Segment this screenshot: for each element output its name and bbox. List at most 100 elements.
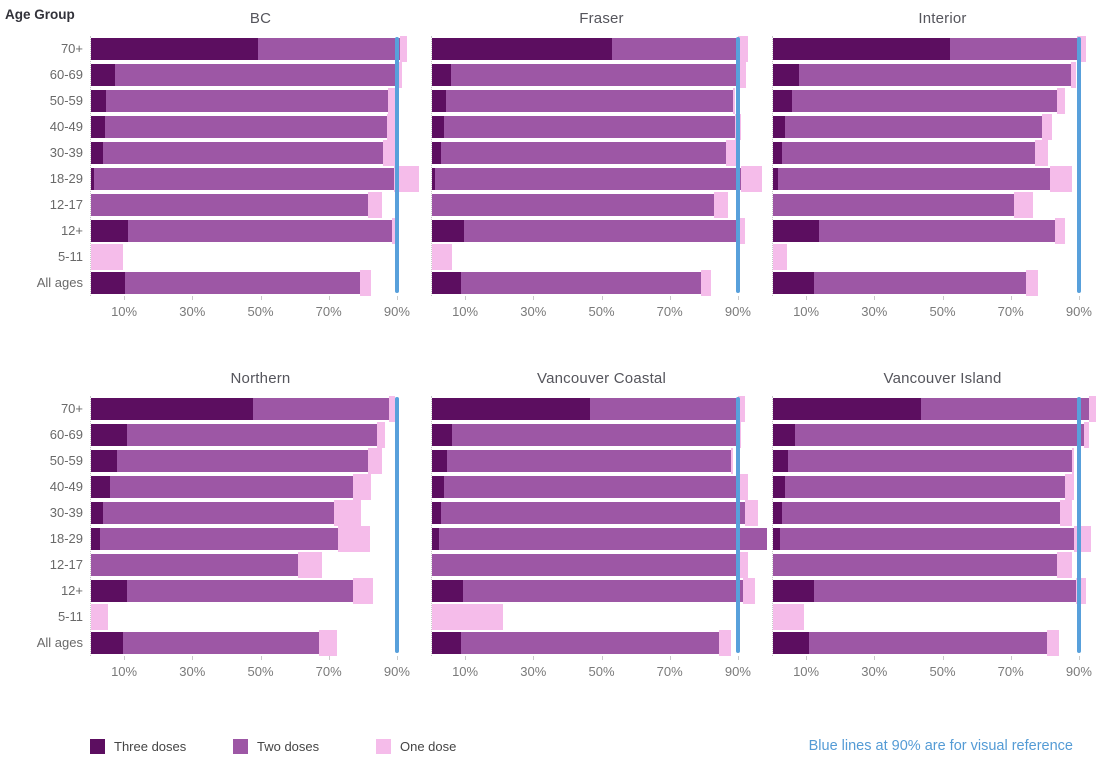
segment-two-doses[interactable] [452, 424, 737, 446]
segment-one-dose[interactable] [337, 526, 370, 552]
segment-one-dose[interactable] [1014, 192, 1034, 218]
segment-one-dose[interactable] [1056, 552, 1073, 578]
segment-three-doses[interactable] [773, 502, 782, 524]
segment-one-dose[interactable] [1056, 88, 1066, 114]
segment-two-doses[interactable] [106, 90, 389, 112]
segment-three-doses[interactable] [91, 632, 124, 654]
segment-two-doses[interactable] [784, 476, 1066, 498]
segment-one-dose[interactable] [352, 578, 374, 604]
segment-two-doses[interactable] [99, 528, 338, 550]
segment-two-doses[interactable] [462, 580, 744, 602]
segment-one-dose[interactable] [1077, 36, 1086, 62]
segment-one-dose[interactable] [1034, 140, 1049, 166]
segment-one-dose[interactable] [736, 552, 749, 578]
segment-two-doses[interactable] [784, 116, 1042, 138]
segment-two-doses[interactable] [460, 632, 720, 654]
segment-one-dose[interactable] [388, 88, 399, 114]
segment-three-doses[interactable] [773, 168, 779, 190]
segment-one-dose[interactable] [714, 192, 728, 218]
segment-three-doses[interactable] [91, 398, 253, 420]
segment-three-doses[interactable] [91, 528, 100, 550]
segment-two-doses[interactable] [443, 116, 735, 138]
segment-two-doses[interactable] [450, 64, 737, 86]
segment-one-dose[interactable] [1041, 114, 1052, 140]
segment-one-dose[interactable] [737, 396, 745, 422]
segment-two-doses[interactable] [590, 398, 738, 420]
segment-one-dose[interactable] [359, 270, 372, 296]
segment-two-doses[interactable] [91, 194, 369, 216]
segment-three-doses[interactable] [773, 220, 819, 242]
segment-two-doses[interactable] [818, 220, 1056, 242]
segment-two-doses[interactable] [125, 272, 360, 294]
segment-one-dose[interactable] [432, 244, 453, 270]
segment-one-dose[interactable] [1070, 62, 1076, 88]
segment-two-doses[interactable] [791, 90, 1057, 112]
segment-one-dose[interactable] [388, 396, 396, 422]
segment-two-doses[interactable] [443, 476, 738, 498]
segment-three-doses[interactable] [432, 272, 461, 294]
segment-two-doses[interactable] [116, 450, 369, 472]
segment-one-dose[interactable] [432, 604, 504, 630]
segment-one-dose[interactable] [726, 140, 737, 166]
segment-two-doses[interactable] [773, 194, 1015, 216]
segment-two-doses[interactable] [126, 580, 353, 602]
segment-one-dose[interactable] [737, 36, 749, 62]
segment-three-doses[interactable] [773, 580, 814, 602]
segment-one-dose[interactable] [386, 114, 397, 140]
segment-one-dose[interactable] [298, 552, 323, 578]
segment-one-dose[interactable] [400, 36, 408, 62]
segment-two-doses[interactable] [779, 528, 1074, 550]
segment-one-dose[interactable] [396, 62, 403, 88]
segment-one-dose[interactable] [368, 448, 382, 474]
segment-three-doses[interactable] [773, 450, 789, 472]
segment-three-doses[interactable] [91, 424, 127, 446]
segment-one-dose[interactable] [1072, 448, 1074, 474]
segment-two-doses[interactable] [123, 632, 319, 654]
segment-three-doses[interactable] [432, 450, 448, 472]
segment-three-doses[interactable] [91, 168, 95, 190]
segment-two-doses[interactable] [949, 38, 1078, 60]
segment-one-dose[interactable] [91, 244, 124, 270]
segment-one-dose[interactable] [737, 474, 749, 500]
segment-one-dose[interactable] [1046, 630, 1059, 656]
segment-one-dose[interactable] [1050, 166, 1073, 192]
segment-one-dose[interactable] [719, 630, 732, 656]
segment-two-doses[interactable] [91, 554, 299, 576]
segment-two-doses[interactable] [445, 90, 733, 112]
segment-three-doses[interactable] [432, 90, 446, 112]
segment-three-doses[interactable] [773, 90, 792, 112]
segment-one-dose[interactable] [741, 166, 762, 192]
segment-two-doses[interactable] [126, 424, 377, 446]
segment-three-doses[interactable] [91, 502, 103, 524]
segment-three-doses[interactable] [432, 502, 441, 524]
segment-two-doses[interactable] [808, 632, 1047, 654]
segment-three-doses[interactable] [91, 580, 127, 602]
segment-three-doses[interactable] [773, 424, 796, 446]
segment-three-doses[interactable] [432, 64, 451, 86]
segment-two-doses[interactable] [438, 528, 767, 550]
segment-two-doses[interactable] [773, 554, 1057, 576]
segment-one-dose[interactable] [736, 62, 747, 88]
segment-two-doses[interactable] [795, 424, 1085, 446]
segment-two-doses[interactable] [460, 272, 701, 294]
segment-one-dose[interactable] [736, 218, 745, 244]
segment-one-dose[interactable] [318, 630, 338, 656]
segment-two-doses[interactable] [257, 38, 401, 60]
segment-one-dose[interactable] [1065, 474, 1074, 500]
segment-three-doses[interactable] [432, 528, 439, 550]
segment-three-doses[interactable] [432, 580, 463, 602]
segment-two-doses[interactable] [778, 168, 1051, 190]
segment-one-dose[interactable] [383, 140, 396, 166]
segment-two-doses[interactable] [447, 450, 732, 472]
segment-one-dose[interactable] [1055, 218, 1066, 244]
segment-three-doses[interactable] [432, 632, 461, 654]
segment-two-doses[interactable] [102, 142, 384, 164]
segment-two-doses[interactable] [612, 38, 738, 60]
segment-three-doses[interactable] [432, 142, 441, 164]
segment-two-doses[interactable] [464, 220, 737, 242]
segment-one-dose[interactable] [352, 474, 372, 500]
segment-one-dose[interactable] [773, 604, 804, 630]
segment-three-doses[interactable] [432, 220, 465, 242]
segment-two-doses[interactable] [432, 194, 715, 216]
segment-three-doses[interactable] [773, 528, 780, 550]
